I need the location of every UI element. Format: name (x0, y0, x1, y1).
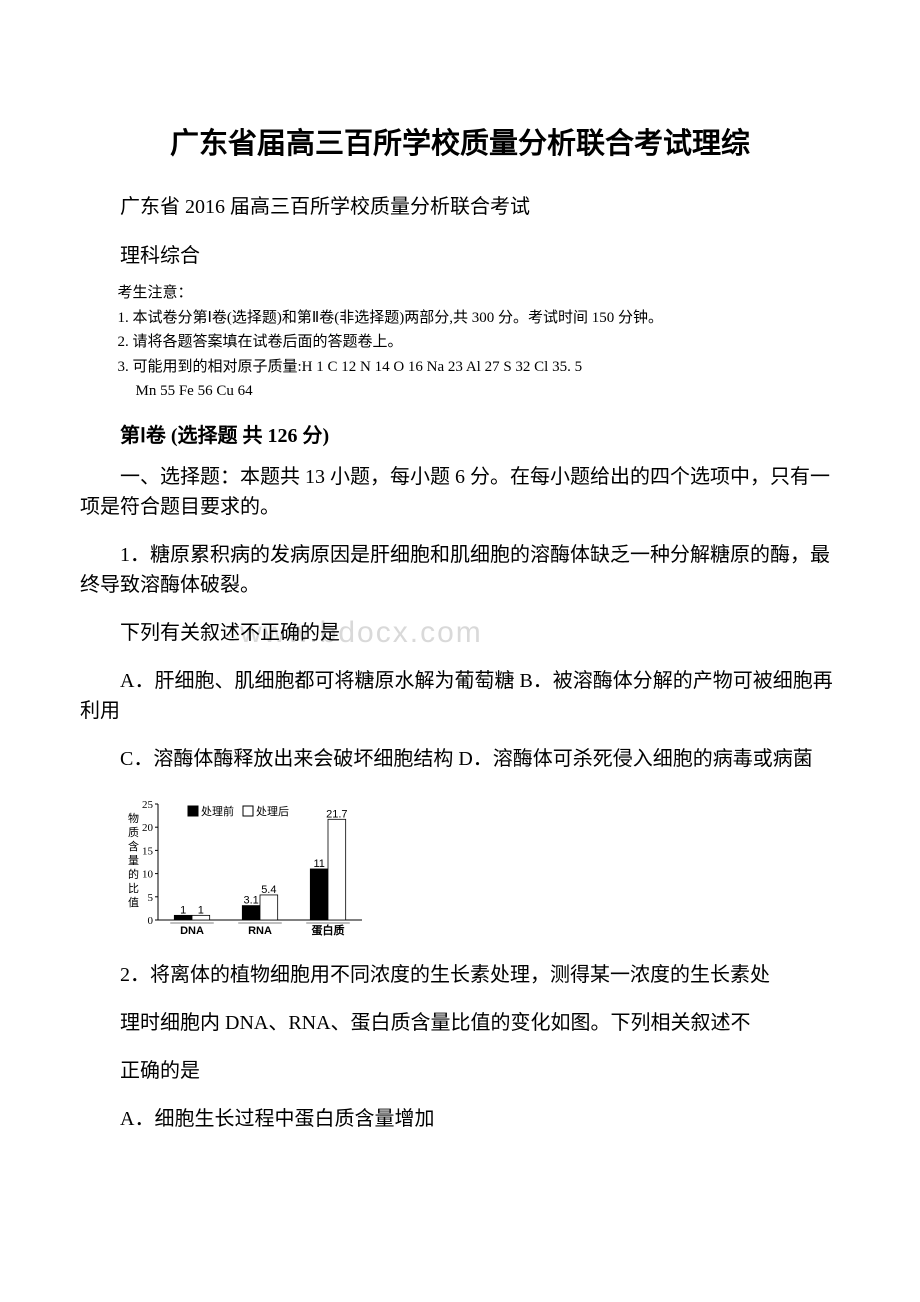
svg-text:11: 11 (313, 857, 324, 869)
exam-notice: 考生注意： 1. 本试卷分第Ⅰ卷(选择题)和第Ⅱ卷(非选择题)两部分,共 300… (118, 282, 841, 403)
section-1-intro: 一、选择题：本题共 13 小题，每小题 6 分。在每小题给出的四个选项中，只有一… (80, 462, 840, 522)
section-1-header: 第Ⅰ卷 (选择题 共 126 分) (80, 419, 840, 448)
svg-text:0: 0 (148, 915, 154, 927)
svg-text:5: 5 (148, 891, 154, 903)
svg-text:25: 25 (142, 799, 154, 811)
svg-text:3.1: 3.1 (244, 894, 259, 906)
q1-stem: 1．糖原累积病的发病原因是肝细胞和肌细胞的溶酶体缺乏一种分解糖原的酶，最终导致溶… (80, 540, 840, 600)
svg-text:5.4: 5.4 (261, 883, 276, 895)
svg-text:1: 1 (180, 904, 186, 916)
q1-option-ab: A．肝细胞、肌细胞都可将糖原水解为葡萄糖 B．被溶酶体分解的产物可被细胞再利用 (80, 666, 840, 726)
q2-option-a: A．细胞生长过程中蛋白质含量增加 (80, 1104, 840, 1134)
bar-chart-svg: 物质含量的比值0 5 10 15 20 25 处理前 处理后 11 DNA 3.15.4 RNA 11 2… (120, 792, 370, 942)
svg-text:物: 物 (128, 811, 139, 825)
document-title: 广东省届高三百所学校质量分析联合考试理综 (80, 120, 840, 162)
notice-header: 考生注意： (118, 282, 841, 305)
q1-stem2: 下列有关叙述不正确的是 (80, 618, 840, 648)
svg-text:10: 10 (142, 868, 154, 880)
svg-text:量: 量 (128, 854, 139, 867)
subject-label: 理科综合 (80, 239, 840, 268)
svg-text:15: 15 (142, 845, 154, 857)
q2-stem2: 理时细胞内 DNA、RNA、蛋白质含量比值的变化如图。下列相关叙述不 (80, 1008, 840, 1038)
q2-stem3: 正确的是 (80, 1056, 840, 1086)
q1-option-cd: C．溶酶体酶释放出来会破坏细胞结构 D．溶酶体可杀死侵入细胞的病毒或病菌 (80, 744, 840, 774)
svg-text:RNA: RNA (248, 925, 272, 937)
notice-line-3: 3. 可能用到的相对原子质量:H 1 C 12 N 14 O 16 Na 23 … (118, 356, 841, 379)
svg-text:DNA: DNA (180, 925, 204, 937)
chart-block: 物质含量的比值0 5 10 15 20 25 处理前 处理后 11 DNA 3.15.4 RNA 11 2… (120, 792, 840, 942)
svg-text:1: 1 (198, 904, 204, 916)
svg-text:21.7: 21.7 (326, 808, 347, 820)
exam-subtitle: 广东省 2016 届高三百所学校质量分析联合考试 (80, 190, 840, 219)
svg-text:比: 比 (128, 882, 139, 895)
q2-stem: 2．将离体的植物细胞用不同浓度的生长素处理，测得某一浓度的生长素处 (80, 960, 840, 990)
svg-text:处理后: 处理后 (256, 805, 289, 818)
svg-text:含: 含 (128, 839, 139, 853)
svg-text:20: 20 (142, 822, 154, 834)
notice-line-3b: Mn 55 Fe 56 Cu 64 (118, 380, 841, 403)
svg-text:值: 值 (128, 896, 139, 909)
svg-text:处理前: 处理前 (201, 804, 234, 818)
notice-line-1: 1. 本试卷分第Ⅰ卷(选择题)和第Ⅱ卷(非选择题)两部分,共 300 分。考试时… (118, 307, 841, 330)
bar-chart: 物质含量的比值0 5 10 15 20 25 处理前 处理后 11 DNA 3.15.4 RNA 11 2… (120, 792, 370, 942)
notice-line-2: 2. 请将各题答案填在试卷后面的答题卷上。 (118, 331, 841, 354)
svg-text:蛋白质: 蛋白质 (312, 923, 345, 937)
svg-text:的: 的 (128, 867, 139, 881)
svg-text:质: 质 (128, 826, 139, 839)
